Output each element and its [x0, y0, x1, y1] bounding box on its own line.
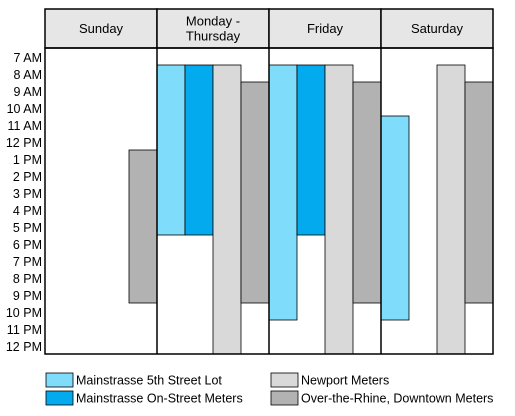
y-tick-label: 3 PM — [13, 187, 42, 201]
bar — [156, 64, 186, 236]
header-row: Sunday Monday -Thursday Friday Saturday — [44, 8, 494, 49]
column-header-cell — [44, 8, 158, 49]
y-tick-label: 11 PM — [7, 323, 42, 337]
column-header-label: Sunday — [79, 21, 124, 36]
legend-swatch — [45, 372, 74, 388]
column-header-label: Friday — [307, 21, 344, 36]
y-tick-label: 4 PM — [13, 204, 42, 218]
legend-swatch — [45, 390, 74, 406]
bar — [436, 64, 466, 355]
y-tick-label: 12 PM — [6, 136, 42, 150]
bar — [184, 64, 214, 236]
y-tick-label: 10 AM — [7, 102, 42, 116]
y-tick-label: 6 PM — [13, 238, 42, 252]
chart-frame — [44, 47, 494, 355]
column-header-cell — [380, 8, 494, 49]
legend-label: Mainstrasse On-Street Meters — [76, 392, 243, 406]
y-tick-label: 7 PM — [13, 255, 42, 269]
bar-layer — [128, 64, 494, 355]
y-tick-label: 10 PM — [6, 306, 42, 320]
column-header-cell — [156, 8, 270, 49]
y-tick-label: 7 AM — [14, 51, 43, 65]
y-tick-label: 8 PM — [13, 272, 42, 286]
bar — [380, 115, 410, 321]
legend-label: Over-the-Rhine, Downtown Meters — [301, 392, 493, 406]
legend-swatch — [270, 372, 299, 388]
bar — [212, 64, 242, 355]
y-tick-label: 11 AM — [7, 119, 42, 133]
y-tick-label: 5 PM — [13, 221, 42, 235]
bar — [240, 81, 270, 304]
y-tick-label: 12 PM — [6, 340, 42, 354]
y-tick-label: 9 AM — [14, 85, 43, 99]
legend-swatch — [270, 390, 299, 406]
column-header-label: Saturday — [411, 21, 464, 36]
legend: Mainstrasse 5th Street Lot Mainstrasse On… — [45, 372, 493, 406]
y-tick-label: 9 PM — [13, 289, 42, 303]
bar — [296, 64, 326, 236]
y-tick-label: 8 AM — [14, 68, 43, 82]
bar — [324, 64, 354, 355]
y-axis-ticks: 7 AM 8 AM 9 AM 10 AM 11 AM 12 PM 1 PM 2 PM 3 PM 4… — [6, 51, 42, 354]
legend-label: Newport Meters — [301, 374, 389, 388]
bar — [352, 81, 382, 304]
y-tick-label: 1 PM — [13, 153, 42, 167]
bar — [128, 149, 158, 304]
legend-label: Mainstrasse 5th Street Lot — [76, 374, 222, 388]
y-tick-label: 2 PM — [13, 170, 42, 184]
bar — [464, 81, 494, 304]
bar — [268, 64, 298, 321]
column-header-label: Monday -Thursday — [186, 14, 241, 44]
